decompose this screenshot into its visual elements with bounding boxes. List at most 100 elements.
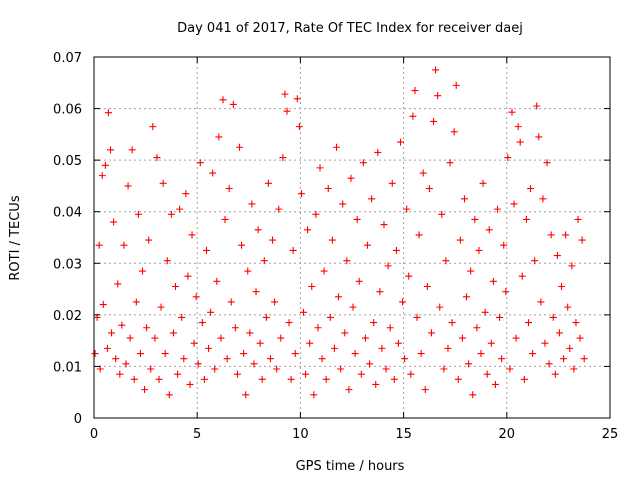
data-point — [487, 339, 495, 347]
y-axis-label: ROTI / TECUs — [8, 195, 23, 280]
data-point — [421, 386, 429, 394]
data-point — [145, 236, 153, 244]
x-tick-label: 15 — [395, 427, 412, 442]
data-point — [256, 339, 264, 347]
data-point — [134, 210, 142, 218]
data-point — [506, 365, 514, 373]
data-point — [382, 365, 390, 373]
data-point — [128, 146, 136, 154]
data-point — [401, 355, 409, 363]
data-point — [537, 298, 545, 306]
data-point — [275, 205, 283, 213]
data-point — [186, 380, 194, 388]
data-point — [207, 308, 215, 316]
data-point — [320, 267, 328, 275]
data-point — [238, 241, 246, 249]
data-point — [118, 321, 126, 329]
data-point — [527, 185, 535, 193]
data-point — [485, 226, 493, 234]
data-point — [570, 365, 578, 373]
data-point — [260, 257, 268, 265]
data-point — [566, 344, 574, 352]
data-point — [124, 182, 132, 190]
y-tick-label: 0.01 — [53, 360, 82, 375]
data-point — [326, 313, 334, 321]
y-tick-label: 0.05 — [53, 154, 82, 169]
data-point — [314, 324, 322, 332]
data-point — [572, 319, 580, 327]
data-point — [221, 215, 229, 223]
data-point — [209, 169, 217, 177]
plot-frame — [93, 56, 611, 419]
data-point — [112, 355, 120, 363]
y-tick-label: 0.02 — [53, 309, 82, 324]
data-point — [516, 138, 524, 146]
data-point — [96, 365, 104, 373]
data-point — [349, 303, 357, 311]
data-point — [287, 375, 295, 383]
data-point — [390, 375, 398, 383]
data-point — [242, 391, 250, 399]
data-point — [498, 355, 506, 363]
data-point — [518, 272, 526, 280]
data-point — [442, 257, 450, 265]
chart-title: Day 041 of 2017, Rate Of TEC Index for r… — [177, 21, 523, 36]
data-point — [322, 375, 330, 383]
data-point — [535, 133, 543, 141]
data-point — [541, 339, 549, 347]
y-tick-labels: 0 0.01 0.02 0.03 0.04 0.05 0.06 0.07 — [53, 51, 82, 427]
data-point — [438, 210, 446, 218]
data-point — [291, 350, 299, 358]
x-tick-label: 10 — [292, 427, 309, 442]
data-point — [483, 370, 491, 378]
data-point — [510, 200, 518, 208]
data-point — [496, 313, 504, 321]
data-point — [446, 159, 454, 167]
data-point — [553, 252, 561, 260]
data-point — [264, 179, 272, 187]
data-point — [110, 218, 118, 226]
data-point — [194, 360, 202, 368]
data-point — [312, 210, 320, 218]
data-point — [415, 231, 423, 239]
data-point — [337, 365, 345, 373]
data-point — [159, 179, 167, 187]
data-point — [91, 350, 99, 358]
data-point — [471, 215, 479, 223]
y-tick-label: 0.06 — [53, 103, 82, 118]
data-point — [392, 246, 400, 254]
data-point — [279, 154, 287, 162]
x-tick-label: 25 — [602, 427, 619, 442]
data-point — [254, 226, 262, 234]
data-point — [114, 280, 122, 288]
data-point — [211, 365, 219, 373]
data-point — [169, 329, 177, 337]
data-point — [277, 334, 285, 342]
data-point — [227, 298, 235, 306]
data-point — [141, 386, 149, 394]
data-point — [372, 380, 380, 388]
data-point — [463, 293, 471, 301]
data-point — [508, 108, 516, 116]
data-point — [335, 293, 343, 301]
data-point — [456, 236, 464, 244]
data-point — [316, 164, 324, 172]
data-point — [192, 293, 200, 301]
data-point — [465, 360, 473, 368]
data-point — [545, 360, 553, 368]
data-point — [366, 360, 374, 368]
data-point — [436, 303, 444, 311]
data-point — [419, 169, 427, 177]
data-point — [357, 370, 365, 378]
data-point — [467, 267, 475, 275]
data-point — [473, 324, 481, 332]
data-point — [343, 257, 351, 265]
x-tick-label: 0 — [90, 427, 98, 442]
data-point — [215, 133, 223, 141]
data-point — [397, 138, 405, 146]
data-point — [143, 324, 151, 332]
data-point — [576, 334, 584, 342]
data-point — [432, 66, 440, 74]
data-point — [568, 262, 576, 270]
